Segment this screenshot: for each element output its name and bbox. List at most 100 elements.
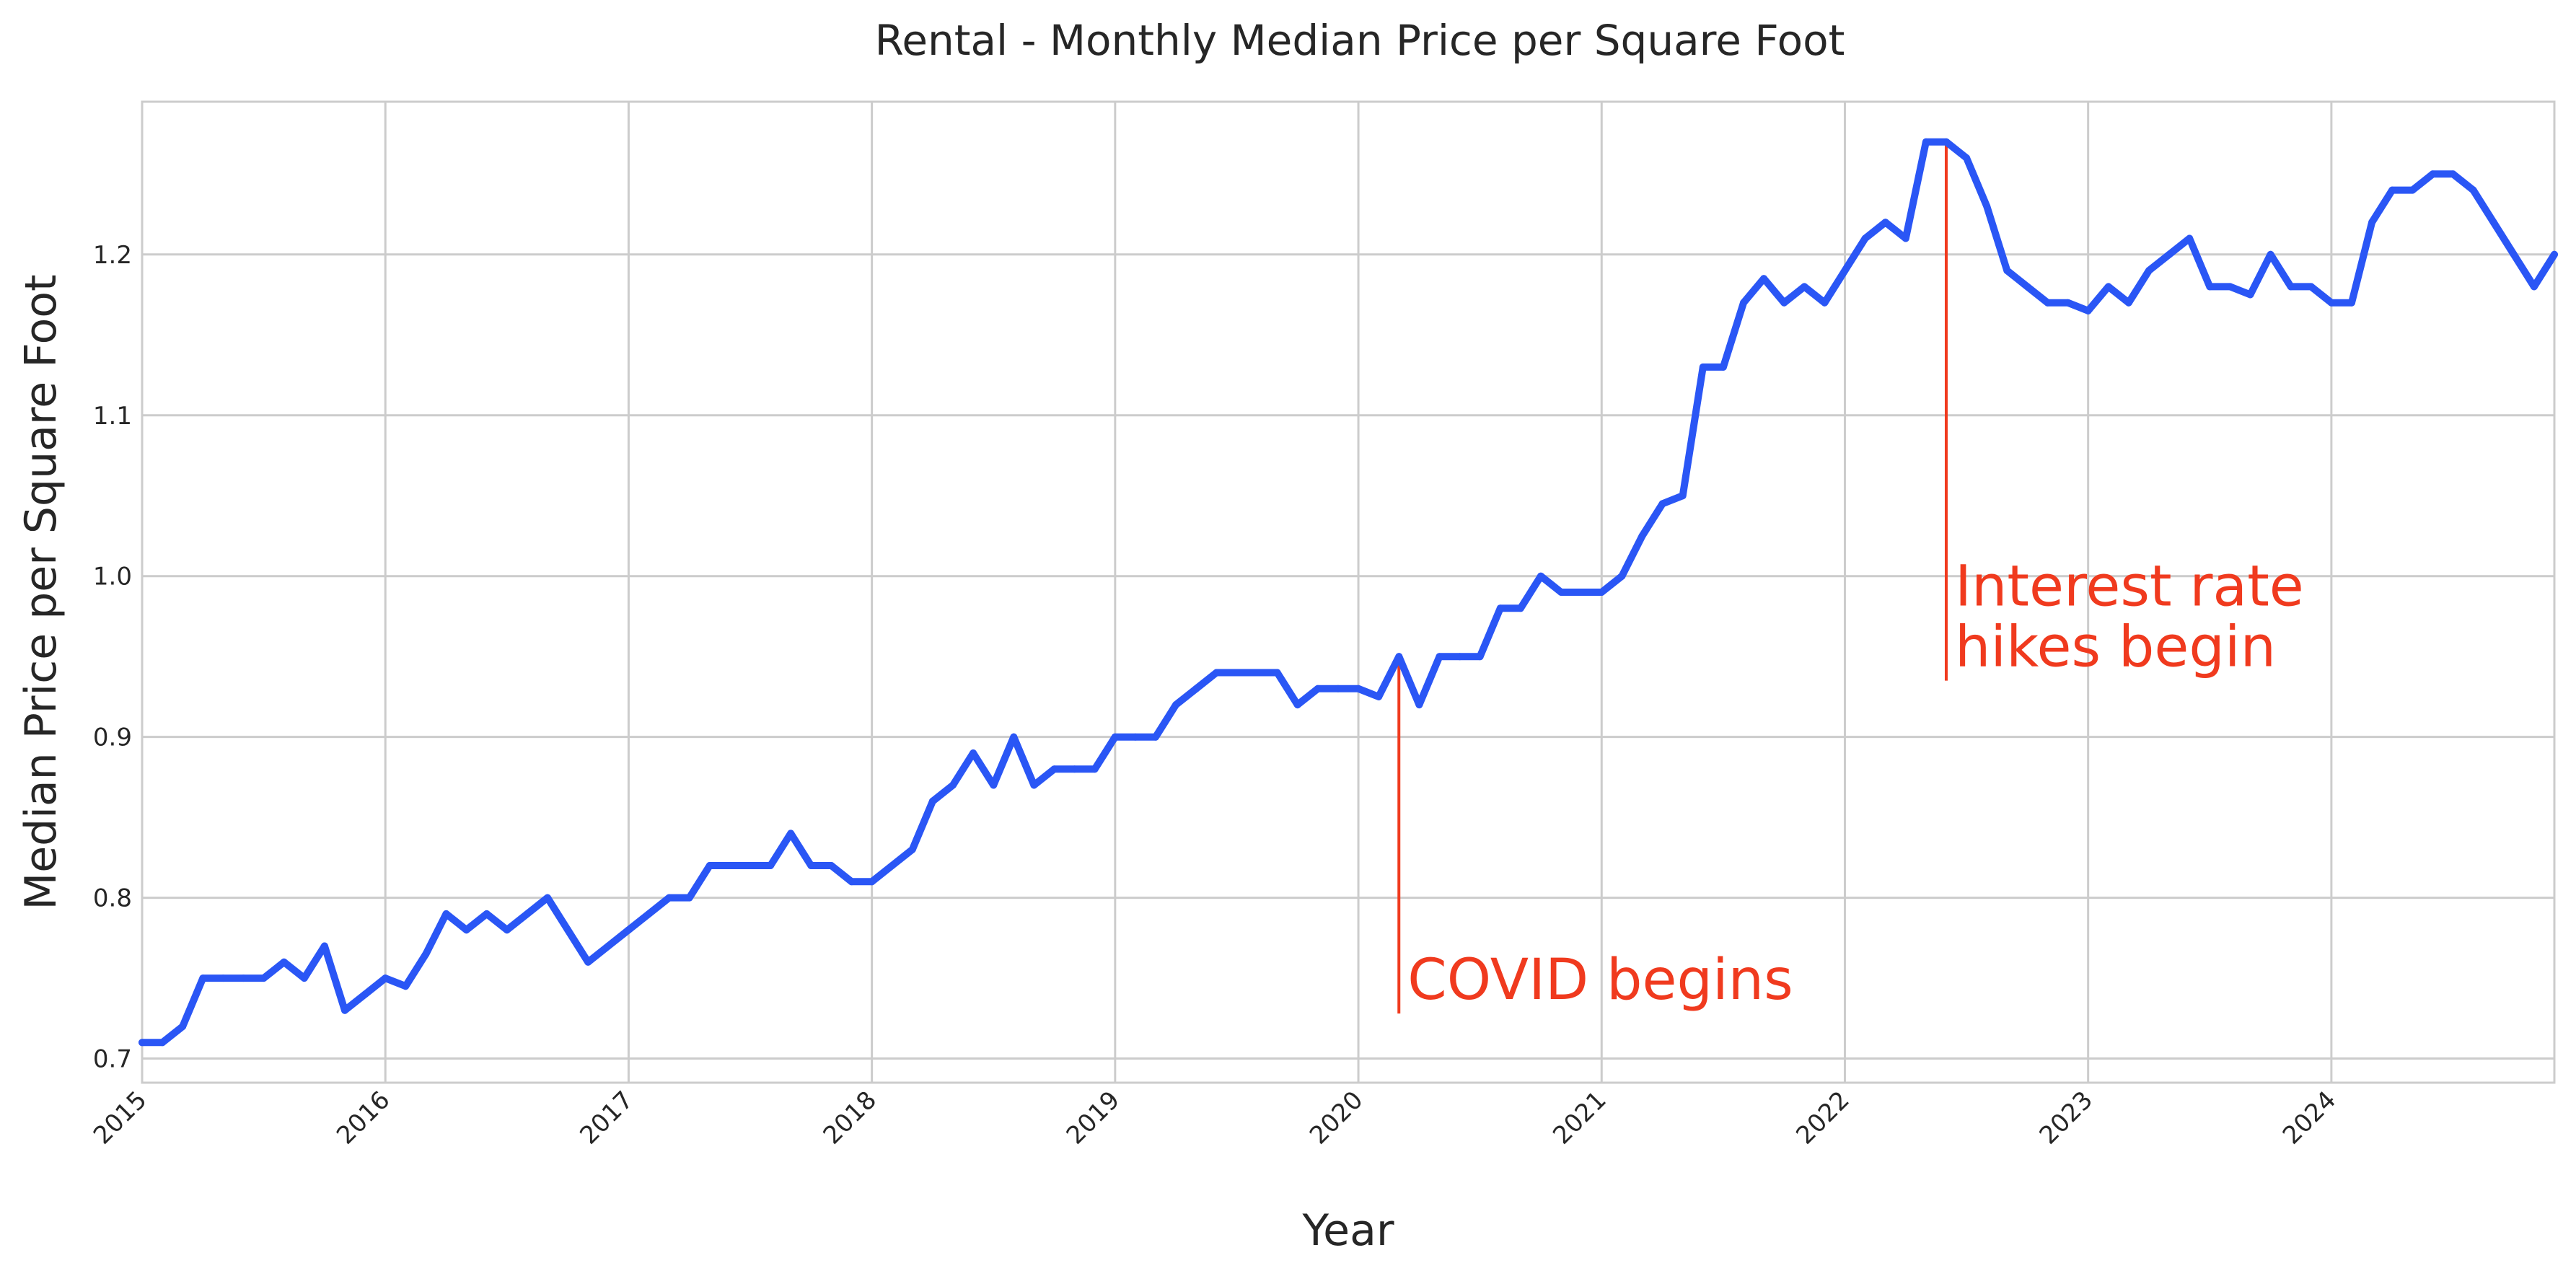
data-point xyxy=(2023,283,2031,291)
data-point xyxy=(888,862,896,869)
data-point xyxy=(159,1039,167,1047)
data-point xyxy=(645,910,653,918)
data-point xyxy=(1496,604,1504,612)
data-point xyxy=(2307,283,2315,291)
data-point xyxy=(2530,283,2538,291)
data-point xyxy=(848,878,856,886)
data-point xyxy=(2409,186,2417,194)
data-point xyxy=(1516,604,1524,612)
data-point xyxy=(908,845,916,853)
data-point xyxy=(320,942,328,950)
data-point xyxy=(2084,307,2092,314)
data-point xyxy=(1010,733,1018,741)
data-point xyxy=(807,862,815,869)
data-point xyxy=(1943,138,1950,146)
data-point xyxy=(564,926,572,934)
data-point xyxy=(1780,299,1788,307)
data-point xyxy=(2388,186,2396,194)
data-point xyxy=(1760,275,1768,283)
data-point xyxy=(1861,234,1869,242)
x-tick-label: 2021 xyxy=(1547,1086,1612,1150)
data-point xyxy=(1192,685,1200,692)
data-point xyxy=(767,862,775,869)
data-point xyxy=(544,894,551,902)
data-point xyxy=(584,958,592,966)
data-point xyxy=(2267,250,2274,258)
x-tick-label: 2018 xyxy=(818,1086,882,1150)
x-tick-label: 2019 xyxy=(1061,1086,1125,1150)
data-point xyxy=(2145,267,2153,275)
data-point xyxy=(787,830,795,837)
chart-title: Rental - Monthly Median Price per Square… xyxy=(875,16,1845,65)
data-point xyxy=(1030,781,1038,789)
data-point xyxy=(1841,267,1849,275)
data-point xyxy=(1071,765,1078,773)
annotation-label-line: COVID begins xyxy=(1407,948,1793,1013)
data-points xyxy=(139,138,2558,1047)
data-point xyxy=(928,797,936,805)
data-point xyxy=(747,862,754,869)
data-point xyxy=(1436,653,1443,661)
data-point xyxy=(1578,589,1586,596)
data-point xyxy=(2449,170,2457,178)
data-point xyxy=(503,926,511,934)
data-point xyxy=(2489,219,2497,226)
data-point xyxy=(1172,701,1180,709)
y-tick-label: 1.2 xyxy=(93,241,132,270)
data-point xyxy=(1334,685,1342,692)
data-point xyxy=(1355,685,1363,692)
data-point xyxy=(665,894,673,902)
data-point xyxy=(949,781,957,789)
data-point xyxy=(685,894,693,902)
data-point xyxy=(280,958,288,966)
data-point xyxy=(1821,299,1829,307)
data-point xyxy=(1213,669,1221,677)
y-tick-label: 1.0 xyxy=(93,563,132,591)
data-point xyxy=(382,974,390,982)
x-tick-label: 2020 xyxy=(1304,1086,1368,1150)
data-point xyxy=(2124,299,2132,307)
annotation-label: COVID begins xyxy=(1407,948,1793,1013)
data-point xyxy=(260,974,268,982)
data-point xyxy=(341,1006,348,1014)
y-tick-label: 0.8 xyxy=(93,884,132,913)
data-point xyxy=(2246,291,2254,299)
data-point xyxy=(1131,733,1139,741)
data-point xyxy=(1253,669,1261,677)
data-point xyxy=(1881,219,1889,226)
data-point xyxy=(2226,283,2234,291)
x-axis-ticks: 2015 2016 2017 2018 2019 2020 2021 2022 2023 2024 xyxy=(88,1086,2342,1150)
data-point xyxy=(179,1023,187,1030)
x-tick-label: 2022 xyxy=(1790,1086,1855,1150)
data-point xyxy=(361,990,369,998)
data-point xyxy=(139,1039,146,1047)
data-point xyxy=(2469,186,2477,194)
annotation-label: Interest rate hikes begin xyxy=(1955,555,2304,680)
data-point xyxy=(1111,733,1119,741)
data-point xyxy=(625,926,633,934)
y-tick-label: 0.7 xyxy=(93,1045,132,1074)
data-point xyxy=(2348,299,2355,307)
data-point xyxy=(1963,154,1971,162)
data-point xyxy=(1658,500,1666,508)
x-tick-label: 2016 xyxy=(331,1086,395,1150)
data-point xyxy=(1375,692,1383,700)
plot-area-border xyxy=(141,100,2556,1084)
data-point xyxy=(1152,733,1159,741)
annotation-label-line: hikes begin xyxy=(1955,615,2276,680)
data-point xyxy=(1395,653,1403,661)
data-point xyxy=(483,910,491,918)
data-point xyxy=(1638,532,1646,540)
y-tick-label: 0.9 xyxy=(93,723,132,752)
data-point xyxy=(462,926,470,934)
data-point xyxy=(1233,669,1241,677)
y-tick-label: 1.1 xyxy=(93,402,132,431)
data-point xyxy=(1293,701,1301,709)
data-point xyxy=(422,950,430,958)
data-point xyxy=(970,749,977,757)
data-point xyxy=(1740,299,1747,307)
data-point xyxy=(1557,589,1565,596)
data-point xyxy=(1983,202,1991,210)
data-point xyxy=(1091,765,1099,773)
annotations: COVID begins Interest rate hikes begin xyxy=(1397,141,2304,1014)
